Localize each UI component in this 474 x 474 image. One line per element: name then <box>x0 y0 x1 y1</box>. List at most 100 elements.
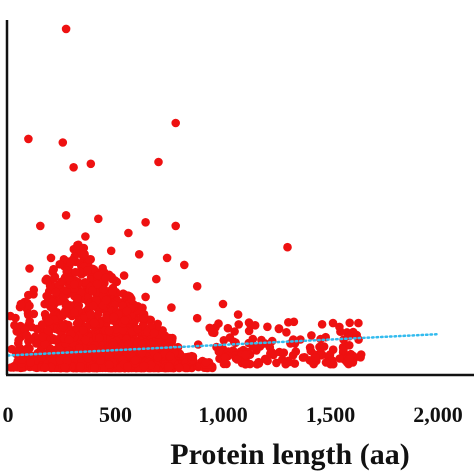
data-point <box>317 320 327 329</box>
data-point <box>127 294 136 304</box>
data-point <box>109 312 119 322</box>
data-point <box>171 118 180 128</box>
data-point <box>51 287 61 297</box>
data-point <box>214 319 223 328</box>
data-point <box>354 318 363 328</box>
data-point <box>37 320 47 329</box>
data-point <box>141 218 150 227</box>
data-point <box>105 350 115 360</box>
data-point <box>187 351 196 361</box>
data-point <box>108 341 118 350</box>
data-point <box>234 320 243 329</box>
data-point <box>171 221 180 231</box>
data-point <box>83 354 93 363</box>
data-point <box>61 211 71 220</box>
data-point <box>279 348 289 358</box>
data-point <box>70 308 79 317</box>
data-point <box>46 253 56 263</box>
x-tick-label: 500 <box>99 402 132 427</box>
x-axis-title: Protein length (aa) <box>170 438 409 471</box>
data-point <box>69 163 78 172</box>
data-point <box>36 221 45 231</box>
data-point <box>93 271 103 280</box>
data-point <box>79 325 88 335</box>
data-point <box>345 318 355 328</box>
data-point <box>86 310 95 320</box>
data-point <box>296 335 305 344</box>
data-point <box>111 324 121 334</box>
data-point <box>218 299 228 309</box>
data-point <box>88 301 98 311</box>
data-point <box>139 361 149 371</box>
data-point <box>55 355 65 365</box>
data-point <box>60 363 70 372</box>
data-point <box>124 228 133 238</box>
data-point <box>64 335 74 344</box>
data-point <box>14 336 23 345</box>
data-point <box>154 157 163 167</box>
data-point <box>344 354 354 364</box>
data-point <box>16 299 26 309</box>
data-point <box>241 360 250 369</box>
data-point <box>40 339 50 349</box>
data-point <box>49 274 59 283</box>
data-point <box>250 321 260 330</box>
x-tick-labels: 0 500 1,000 1,500 2,000 <box>3 402 463 427</box>
data-point <box>345 341 354 350</box>
data-point <box>300 353 309 362</box>
data-point <box>123 339 133 349</box>
data-point <box>49 265 58 274</box>
data-point <box>263 322 272 332</box>
data-point <box>134 250 144 259</box>
data-point <box>201 358 211 367</box>
data-point <box>192 282 202 291</box>
data-point <box>88 286 97 296</box>
data-point <box>120 316 130 325</box>
data-point <box>138 339 147 349</box>
data-point <box>193 340 203 349</box>
data-point <box>174 363 184 373</box>
data-point <box>71 267 80 277</box>
data-point <box>123 362 132 371</box>
data-point <box>325 350 335 359</box>
data-point <box>92 279 102 289</box>
data-point <box>149 328 159 338</box>
data-point <box>42 291 51 301</box>
data-point <box>244 326 254 336</box>
data-point <box>61 24 71 34</box>
data-point <box>233 310 243 319</box>
data-point <box>356 353 365 362</box>
data-point <box>230 327 239 336</box>
data-point <box>278 355 287 364</box>
data-point <box>133 324 142 334</box>
data-point <box>143 327 152 337</box>
data-point <box>267 336 277 346</box>
data-point <box>58 138 68 147</box>
data-point <box>25 301 34 311</box>
data-point <box>74 318 83 327</box>
data-point <box>106 246 116 256</box>
data-point <box>94 214 103 224</box>
data-point <box>208 328 217 337</box>
data-point <box>102 313 112 323</box>
data-point <box>25 264 34 273</box>
data-point <box>160 331 170 340</box>
data-point <box>328 318 338 328</box>
trendline <box>6 332 440 357</box>
data-point <box>80 249 89 259</box>
data-point <box>167 303 176 312</box>
trendline-layer <box>6 332 440 357</box>
data-point <box>104 326 114 336</box>
data-point <box>165 351 175 361</box>
data-point <box>90 363 99 372</box>
data-point <box>59 322 68 332</box>
data-point <box>137 348 147 358</box>
data-point <box>32 339 41 348</box>
data-point <box>55 260 64 269</box>
data-point <box>95 333 104 343</box>
data-point <box>73 294 82 303</box>
data-point <box>43 326 53 336</box>
data-point <box>44 317 54 326</box>
